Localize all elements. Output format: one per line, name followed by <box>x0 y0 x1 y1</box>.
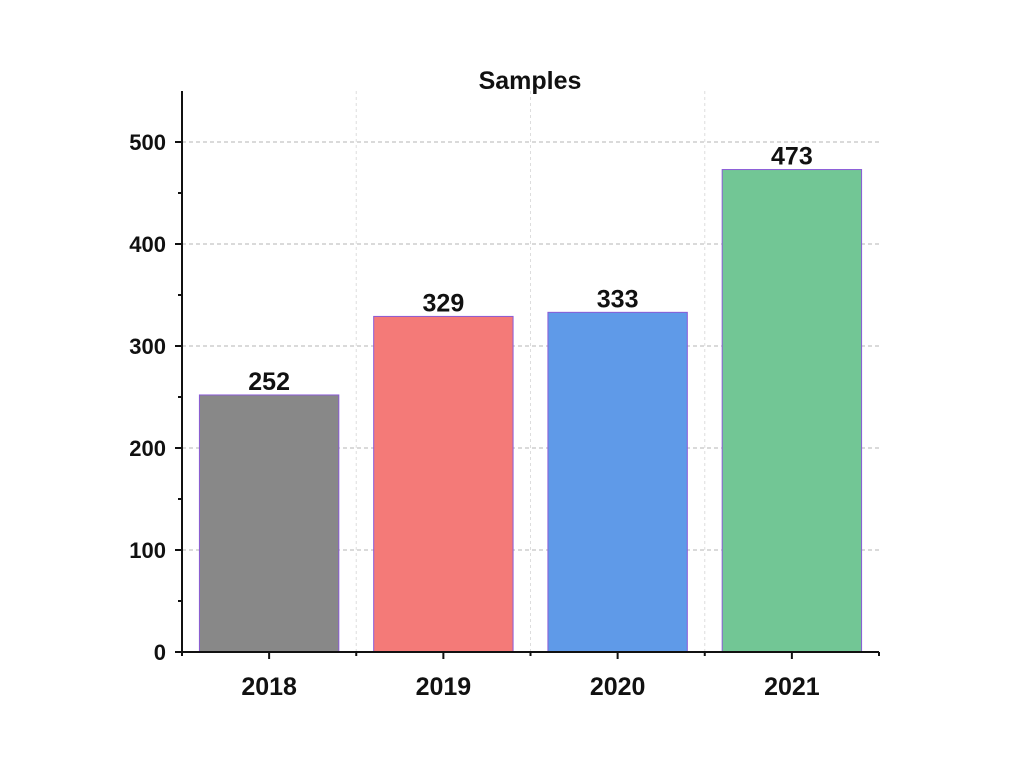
bar-2020 <box>547 311 688 653</box>
chart-title: Samples <box>479 67 582 95</box>
data-label: 473 <box>771 143 813 171</box>
data-label: 329 <box>423 289 465 317</box>
ticks <box>175 141 880 659</box>
bar-2021 <box>721 169 863 653</box>
y-tick-label: 500 <box>129 130 166 155</box>
bar-2018 <box>198 394 340 653</box>
y-tick-label: 100 <box>129 538 166 563</box>
labels: 252 329 333 473 0 100 200 300 400 500 2018 2019 2020… <box>129 130 819 701</box>
y-tick-label: 400 <box>129 232 166 257</box>
bars <box>198 169 863 653</box>
bar-2019 <box>373 315 514 653</box>
x-tick-label: 2019 <box>416 673 472 701</box>
data-label: 252 <box>248 368 290 396</box>
y-tick-label: 200 <box>129 436 166 461</box>
y-tick-label: 300 <box>129 334 166 359</box>
x-tick-label: 2021 <box>764 673 820 701</box>
x-tick-label: 2018 <box>241 673 297 701</box>
data-label: 333 <box>597 285 639 313</box>
x-tick-label: 2020 <box>590 673 646 701</box>
y-tick-label: 0 <box>154 640 166 665</box>
